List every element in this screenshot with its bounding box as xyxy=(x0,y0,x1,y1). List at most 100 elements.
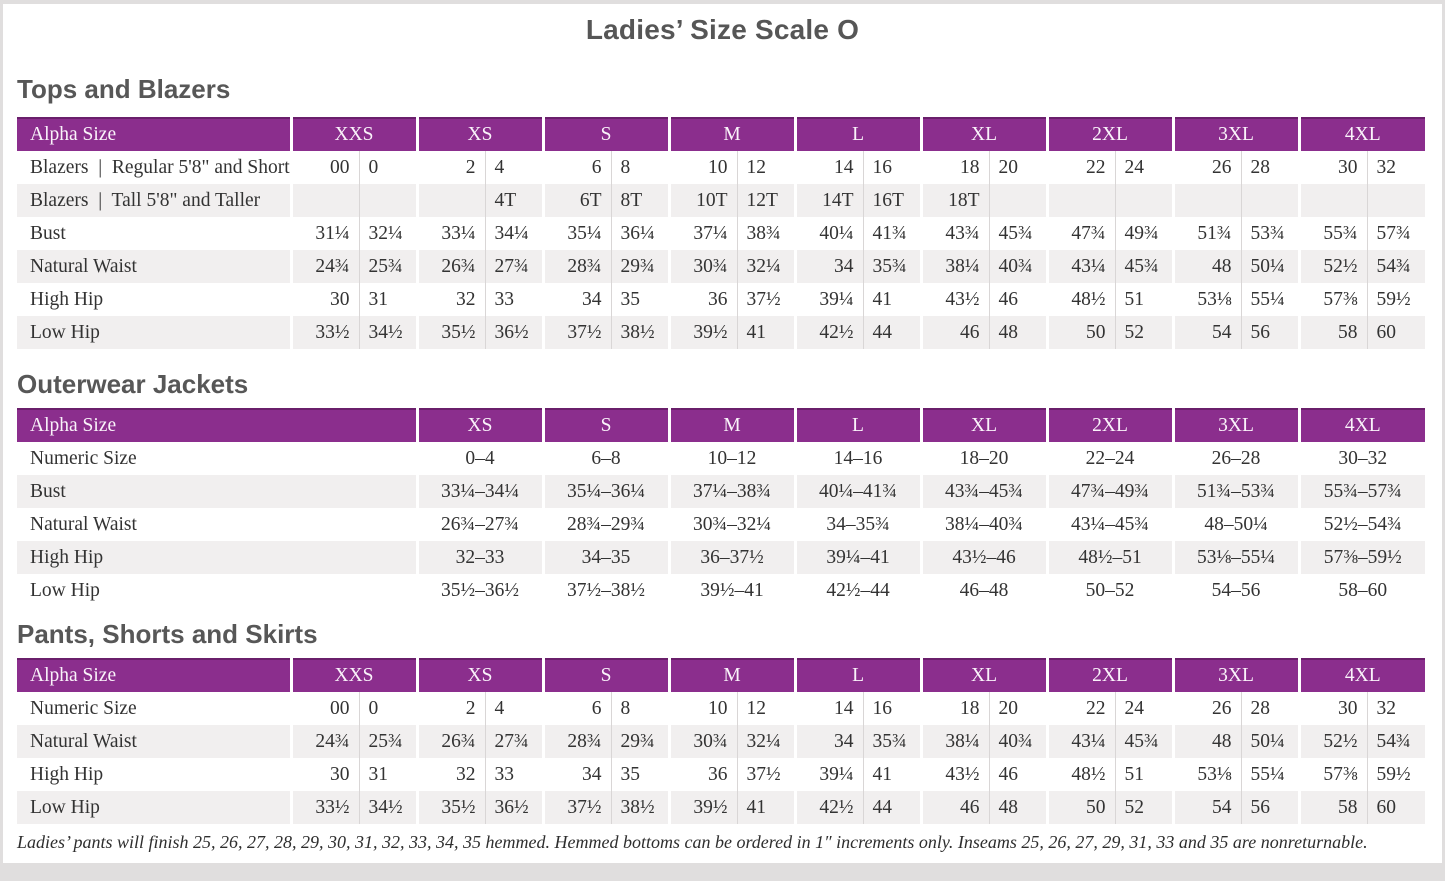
table-cell: 24¾ xyxy=(289,725,359,758)
table-cell: 18 xyxy=(919,692,990,725)
table-row: High Hip 30 31 32 33 34 35 36 37½ 39¼ 41 43½ 46 48½ 51… xyxy=(17,283,1426,316)
column-header-size: 2XL xyxy=(1045,117,1174,151)
column-header-size: XL xyxy=(919,117,1048,151)
table-cell: 46 xyxy=(988,758,1048,791)
row-label: Low Hip xyxy=(17,791,291,824)
table-cell: 55¼ xyxy=(1240,758,1300,791)
table-cell: 43½ xyxy=(919,758,990,791)
table-cell: 22–24 xyxy=(1045,442,1173,475)
column-header-alpha-size: Alpha Size xyxy=(17,658,291,692)
table-cell xyxy=(1045,184,1116,217)
section-heading-pants-shorts-skirts: Pants, Shorts and Skirts xyxy=(17,619,318,649)
column-header-size: 2XL xyxy=(1045,658,1174,692)
section-tops-and-blazers: Tops and Blazers Alpha Size XXS XS S M L XL 2XL… xyxy=(3,74,1442,349)
table-row: Natural Waist 26¾–27¾ 28¾–29¾ 30¾–32¼ 34–35¾… xyxy=(17,508,1425,541)
table-cell: 39¼–41 xyxy=(793,541,921,574)
table-cell: 57⅜ xyxy=(1297,283,1368,316)
table-row: Blazers | Tall 5'8" and Taller 4T 6T 8T 10T 1… xyxy=(17,184,1426,217)
table-cell: 29¾ xyxy=(610,725,670,758)
table-row: Natural Waist 24¾ 25¾ 26¾ 27¾ 28¾ 29¾ 30¾ 32¼ 34 3… xyxy=(17,725,1426,758)
table-cell: 30 xyxy=(1297,151,1368,184)
table-cell: 37½–38½ xyxy=(541,574,669,607)
table-cell: 18 xyxy=(919,151,990,184)
table-cell: 47¾–49¾ xyxy=(1045,475,1173,508)
table-row: Natural Waist 24¾ 25¾ 26¾ 27¾ 28¾ 29¾ 30¾ 32¼ 34 3… xyxy=(17,250,1426,283)
table-cell: 34 xyxy=(541,283,612,316)
table-row: High Hip 30 31 32 33 34 35 36 37½ 39¼ 41 43½ 46 48½ 51… xyxy=(17,758,1426,791)
table-cell: 53⅛–55¼ xyxy=(1171,541,1299,574)
table-cell: 10 xyxy=(667,692,738,725)
table-cell: 58 xyxy=(1297,316,1368,349)
table-cell: 34 xyxy=(793,250,864,283)
table-cell xyxy=(1114,184,1174,217)
table-row: Numeric Size 0–4 6–8 10–12 14–16 18–20 22–24 26… xyxy=(17,442,1425,475)
table-cell: 4T xyxy=(484,184,544,217)
table-cell: 40¾ xyxy=(988,250,1048,283)
column-header-size: 3XL xyxy=(1171,117,1300,151)
table-cell: 42½–44 xyxy=(793,574,921,607)
table-header-row: Alpha Size XS S M L XL 2XL 3XL 4XL xyxy=(17,408,1425,442)
table-cell: 55¾ xyxy=(1297,217,1368,250)
table-cell: 50–52 xyxy=(1045,574,1173,607)
table-cell: 28 xyxy=(1240,151,1300,184)
table-cell: 51 xyxy=(1114,283,1174,316)
table-cell: 20 xyxy=(988,151,1048,184)
row-label: Blazers | Regular 5'8" and Shorter xyxy=(30,156,291,178)
table-row: Bust 31¼ 32¼ 33¼ 34¼ 35¼ 36¼ 37¼ 38¾ 40¼ 41¾ 43¾ 45¾… xyxy=(17,217,1426,250)
table-cell: 37½ xyxy=(736,758,796,791)
table-header-row: Alpha Size XXS XS S M L XL 2XL 3XL 4XL xyxy=(17,117,1426,151)
table-cell: 36–37½ xyxy=(667,541,795,574)
column-header-size: L xyxy=(793,408,921,442)
table-cell: 31 xyxy=(358,283,418,316)
table-cell: 26¾–27¾ xyxy=(415,508,543,541)
table-cell: 32 xyxy=(1366,151,1426,184)
table-cell: 51¾–53¾ xyxy=(1171,475,1299,508)
table-cell: 33½ xyxy=(289,316,359,349)
row-label: Natural Waist xyxy=(30,513,137,535)
table-cell xyxy=(1297,184,1368,217)
row-label: Numeric Size xyxy=(30,697,137,719)
table-cell: 49¾ xyxy=(1114,217,1174,250)
column-header-size: XL xyxy=(919,408,1047,442)
table-cell: 48½–51 xyxy=(1045,541,1173,574)
table-cell: 48½ xyxy=(1045,758,1116,791)
table-cell: 0 xyxy=(358,151,418,184)
table-cell xyxy=(1366,184,1426,217)
column-header-alpha-size: Alpha Size xyxy=(17,408,417,442)
table-cell: 38¼–40¾ xyxy=(919,508,1047,541)
table-cell: 48–50¼ xyxy=(1171,508,1299,541)
page-title: Ladies’ Size Scale O xyxy=(585,14,860,45)
table-cell: 48½ xyxy=(1045,283,1116,316)
table-cell: 35¼ xyxy=(541,217,612,250)
table-cell: 38¼ xyxy=(919,725,990,758)
table-cell: 51¾ xyxy=(1171,217,1242,250)
table-cell: 14T xyxy=(793,184,864,217)
table-cell: 42½ xyxy=(793,316,864,349)
table-cell: 52½ xyxy=(1297,250,1368,283)
table-cell: 36½ xyxy=(484,791,544,824)
table-cell: 35½–36½ xyxy=(415,574,543,607)
table-cell: 39½–41 xyxy=(667,574,795,607)
table-cell: 37½ xyxy=(541,791,612,824)
table-cell: 26¾ xyxy=(415,250,486,283)
table-cell: 36½ xyxy=(484,316,544,349)
table-cell: 56 xyxy=(1240,316,1300,349)
table-cell: 34¼ xyxy=(484,217,544,250)
table-cell: 14–16 xyxy=(793,442,921,475)
table-cell: 6 xyxy=(541,151,612,184)
table-cell: 40¼–41¾ xyxy=(793,475,921,508)
table-cell: 6T xyxy=(541,184,612,217)
table-cell: 33½ xyxy=(289,791,359,824)
table-cell: 39½ xyxy=(667,791,738,824)
table-row: Blazers | Regular 5'8" and Shorter 00 0 2 4 6… xyxy=(17,151,1426,184)
table-cell: 12 xyxy=(736,151,796,184)
table-cell: 37¼–38¾ xyxy=(667,475,795,508)
table-cell: 12T xyxy=(736,184,796,217)
table-cell: 57¾ xyxy=(1366,217,1426,250)
table-cell: 52 xyxy=(1114,316,1174,349)
table-cell: 8 xyxy=(610,692,670,725)
table-cell: 32¼ xyxy=(736,725,796,758)
column-header-alpha-size: Alpha Size xyxy=(17,117,291,151)
table-cell: 4 xyxy=(484,692,544,725)
table-cell: 32 xyxy=(415,283,486,316)
